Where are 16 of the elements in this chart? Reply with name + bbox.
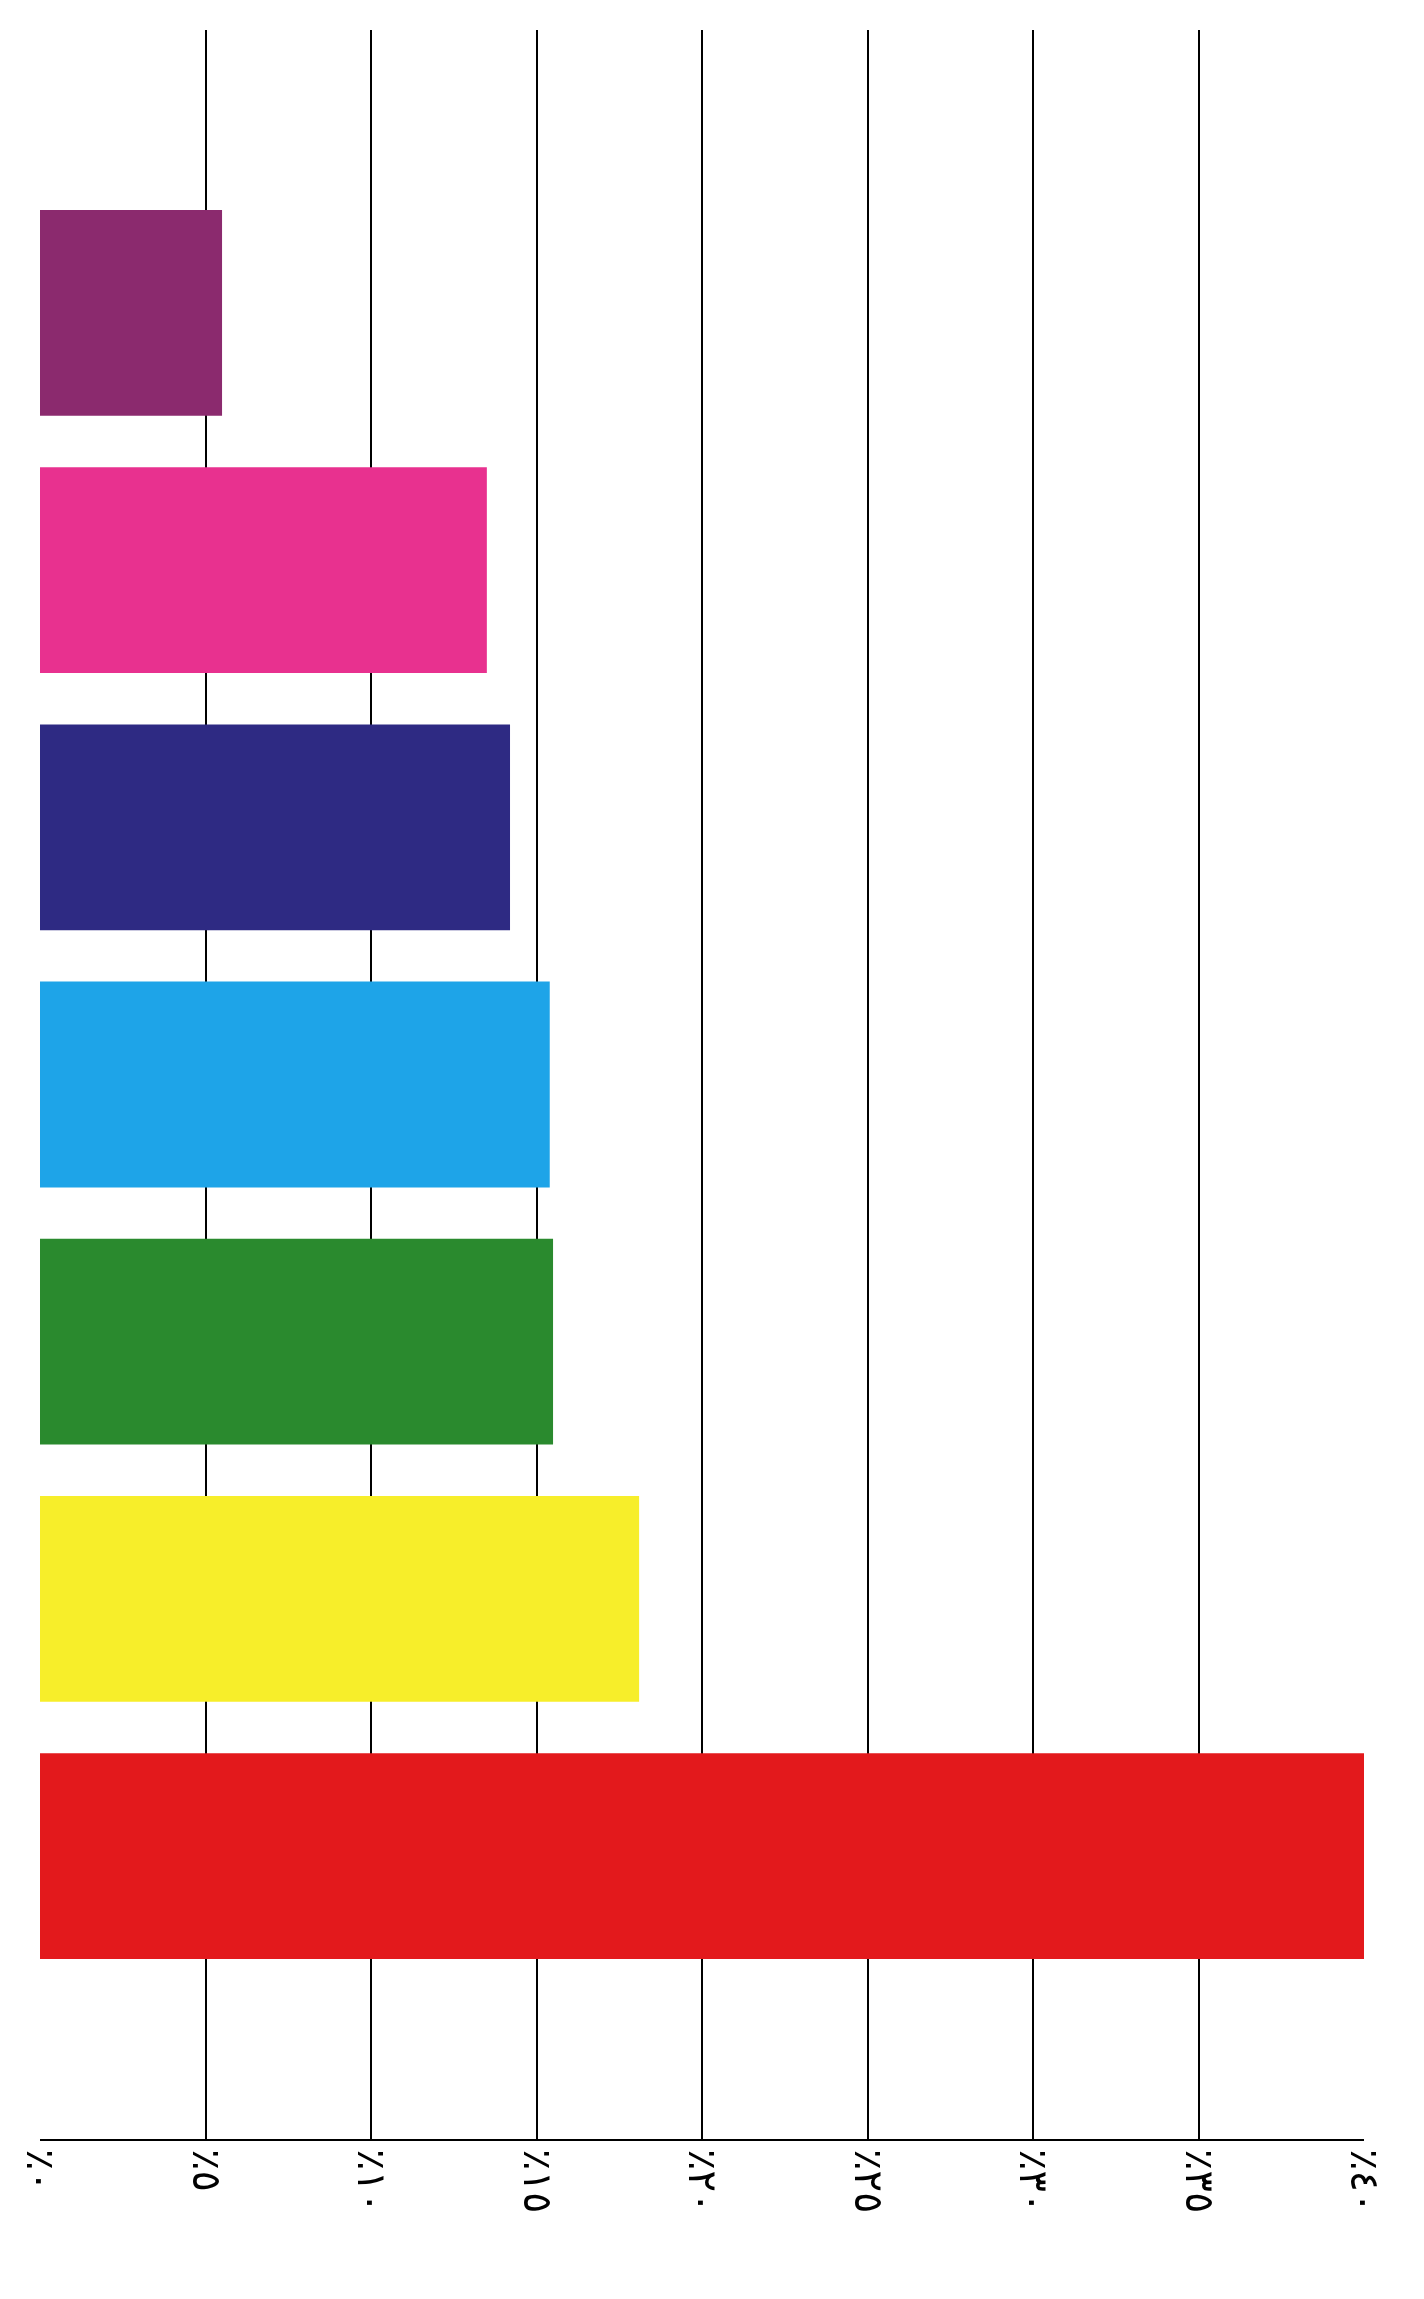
- bar: [40, 210, 223, 416]
- x-tick-label: ٪٤٠: [1342, 2149, 1388, 2214]
- bar: [40, 981, 550, 1188]
- bar: [40, 724, 511, 931]
- x-tick-label: ٪٥: [183, 2149, 230, 2192]
- x-tick-label: ٪٣٥: [1176, 2149, 1223, 2214]
- x-tick-label: ٪١٥: [514, 2149, 561, 2214]
- bar: [40, 467, 487, 673]
- x-tick-label: ٪٠: [18, 2149, 64, 2192]
- x-tick-label: ٪٢٥: [845, 2149, 892, 2214]
- x-tick-label: ٪٣٠: [1011, 2149, 1057, 2214]
- bar: [40, 1496, 640, 1702]
- bar: [40, 1753, 1364, 1959]
- bar: [40, 1238, 554, 1445]
- x-tick-label: ٪١٠: [349, 2149, 395, 2214]
- x-tick-label: ٪٢٠: [680, 2149, 726, 2214]
